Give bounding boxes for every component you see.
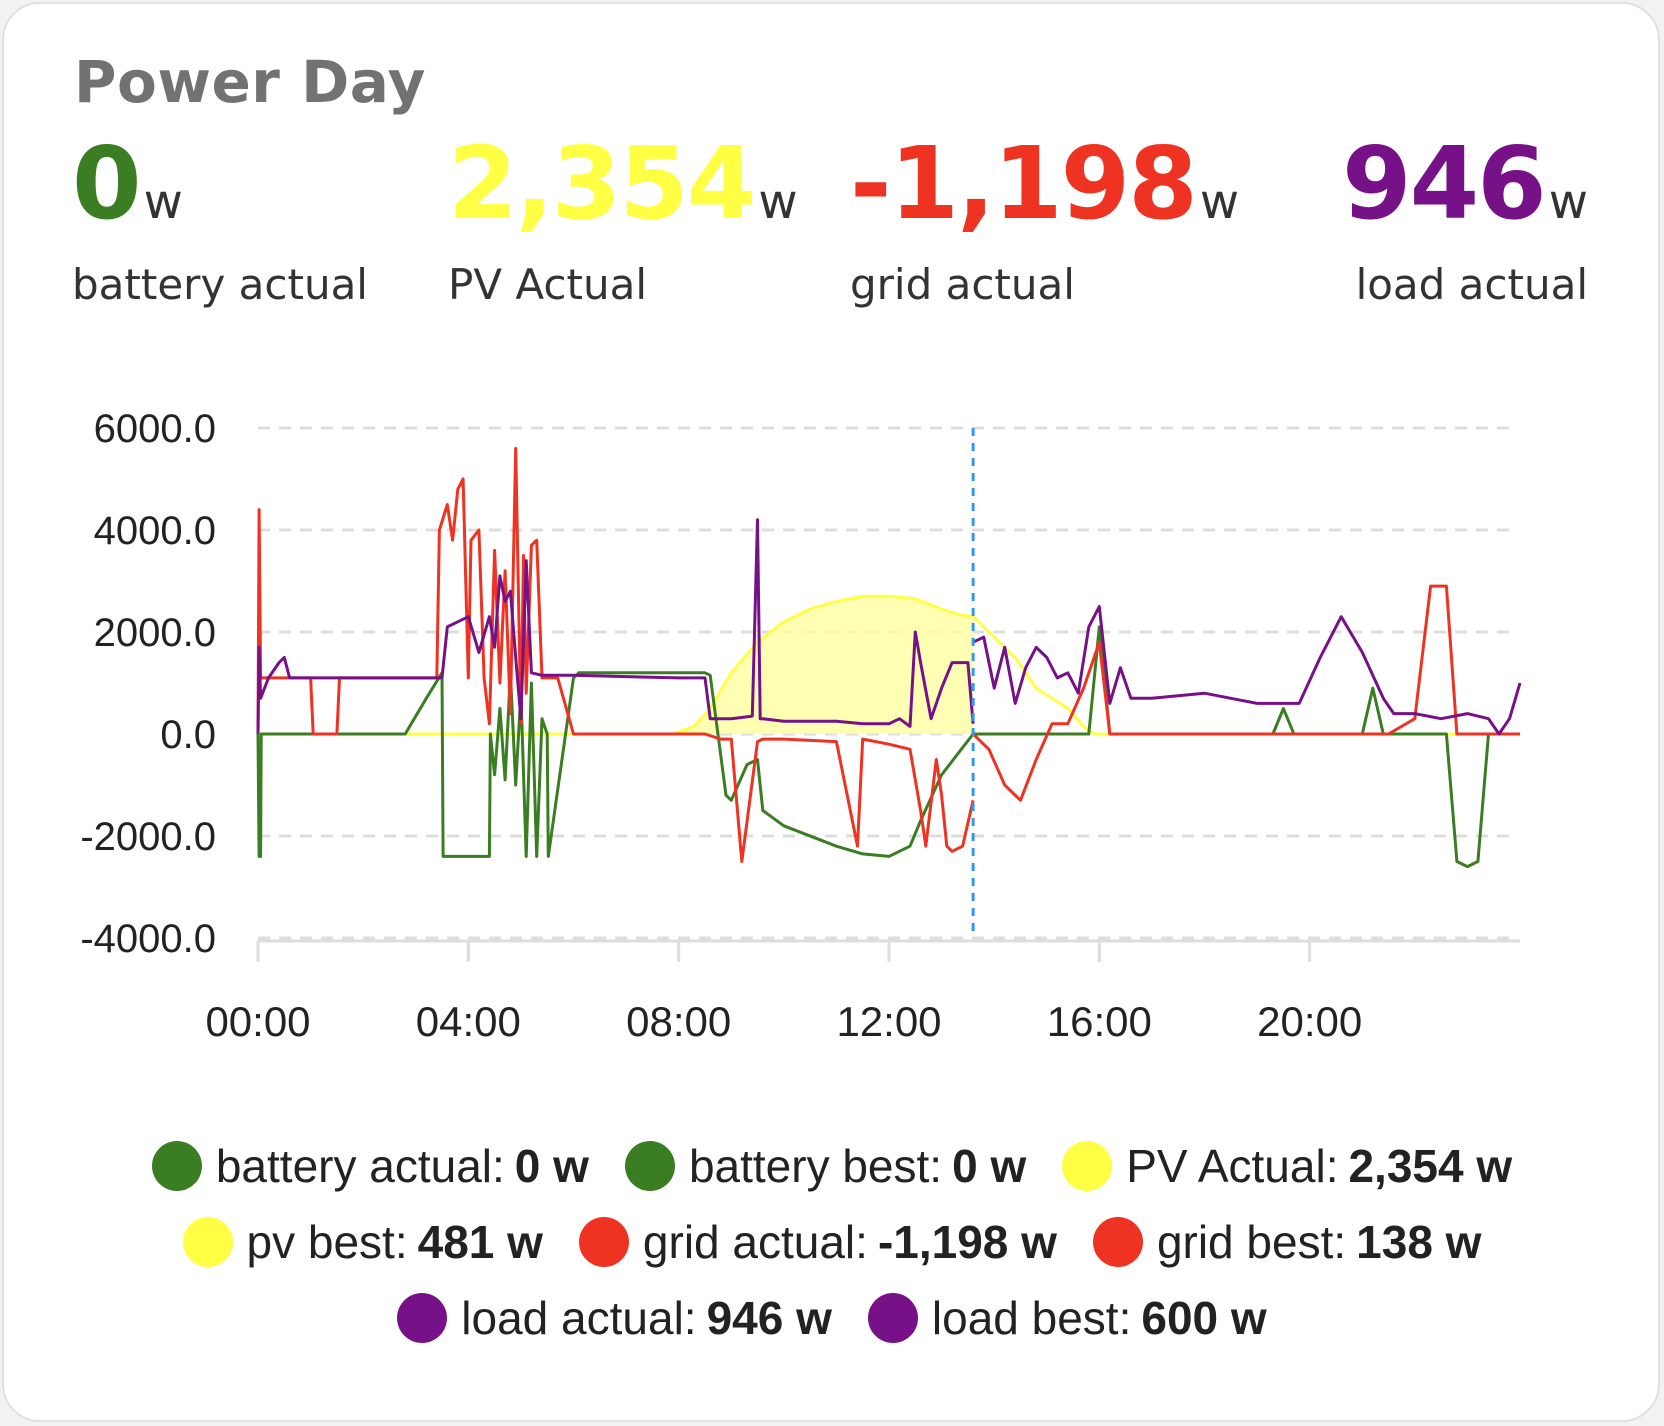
stat-battery-unit: w xyxy=(143,174,183,230)
legend-value: 2,354 w xyxy=(1348,1140,1513,1192)
legend-value: 138 w xyxy=(1356,1216,1482,1268)
stat-battery-value: 0 xyxy=(72,125,142,242)
x-tick-label: 16:00 xyxy=(1047,998,1152,1045)
series-line-load-best xyxy=(972,605,1522,736)
chart-series xyxy=(256,446,1522,869)
stat-grid-unit: w xyxy=(1199,174,1240,230)
y-tick-label: 0.0 xyxy=(160,713,216,757)
legend-label: load best: xyxy=(931,1292,1132,1344)
legend-value: 0 w xyxy=(514,1140,589,1192)
stat-battery-actual[interactable]: 0w battery actual xyxy=(72,134,368,310)
y-tick-label: 2000.0 xyxy=(94,611,216,655)
legend-label: battery best: xyxy=(688,1140,943,1192)
series-line-pv-actual xyxy=(258,594,974,736)
stat-load-value: 946 xyxy=(1341,125,1547,242)
y-tick-label: -4000.0 xyxy=(80,917,216,961)
card-title: Power Day xyxy=(74,48,426,116)
stat-grid-label: grid actual xyxy=(850,260,1075,309)
series-line-battery-actual xyxy=(256,671,975,858)
legend-dot xyxy=(1062,1141,1113,1191)
x-tick-label: 04:00 xyxy=(416,998,521,1045)
series-line-load-actual xyxy=(256,518,975,735)
stat-battery-label: battery actual xyxy=(72,260,368,309)
legend-dot xyxy=(867,1293,918,1343)
legend-dot xyxy=(1092,1217,1143,1267)
stat-grid-value: -1,198 xyxy=(850,125,1198,242)
legend-value: 600 w xyxy=(1141,1292,1267,1344)
stat-pv-unit: w xyxy=(758,174,798,230)
x-tick-label: 08:00 xyxy=(626,998,731,1045)
legend-label: grid best: xyxy=(1156,1216,1347,1268)
legend-battery-best[interactable]: battery best: 0 w xyxy=(624,1139,1027,1193)
series-line-battery-best xyxy=(973,625,1520,869)
legend-label: battery actual: xyxy=(215,1140,505,1192)
legend-value: 0 w xyxy=(952,1140,1027,1192)
legend-pv-actual[interactable]: PV Actual: 2,354 w xyxy=(1062,1139,1512,1193)
chart-y-axis: 6000.0 4000.0 2000.0 0.0 -2000.0 -4000.0 xyxy=(80,407,216,961)
power-chart[interactable]: 6000.0 4000.0 2000.0 0.0 -2000.0 -4000.0 00:0… xyxy=(0,380,1664,1060)
x-tick-label: 12:00 xyxy=(836,998,941,1045)
y-tick-label: -2000.0 xyxy=(80,815,216,859)
x-tick-label: 00:00 xyxy=(205,998,310,1045)
chart-legend: battery actual: 0 w battery best: 0 w PV A… xyxy=(0,1128,1664,1356)
series-line-grid-best xyxy=(972,584,1520,802)
legend-battery-actual[interactable]: battery actual: 0 w xyxy=(151,1139,589,1193)
y-tick-label: 6000.0 xyxy=(94,407,216,451)
legend-label: PV Actual: xyxy=(1126,1140,1339,1192)
legend-value: -1,198 w xyxy=(877,1216,1057,1268)
x-tick-label: 20:00 xyxy=(1257,998,1362,1045)
legend-grid-actual[interactable]: grid actual: -1,198 w xyxy=(578,1215,1057,1269)
legend-dot xyxy=(397,1293,448,1343)
stat-load-actual[interactable]: 946w load actual xyxy=(1342,134,1588,310)
legend-label: pv best: xyxy=(246,1216,408,1268)
legend-pv-best[interactable]: pv best: 481 w xyxy=(182,1215,543,1269)
legend-label: load actual: xyxy=(461,1292,697,1344)
stat-pv-label: PV Actual xyxy=(448,260,647,309)
y-tick-label: 4000.0 xyxy=(94,509,216,553)
stat-pv-actual[interactable]: 2,354w PV Actual xyxy=(448,134,798,310)
stat-grid-actual[interactable]: -1,198w grid actual xyxy=(850,134,1240,310)
legend-dot xyxy=(624,1141,675,1191)
legend-grid-best[interactable]: grid best: 138 w xyxy=(1092,1215,1482,1269)
stat-pv-value: 2,354 xyxy=(448,125,756,242)
legend-load-actual[interactable]: load actual: 946 w xyxy=(397,1291,832,1345)
legend-dot xyxy=(151,1141,202,1191)
chart-x-axis: 00:00 04:00 08:00 12:00 16:00 20:00 xyxy=(205,939,1520,1045)
legend-load-best[interactable]: load best: 600 w xyxy=(867,1291,1267,1345)
legend-label: grid actual: xyxy=(642,1216,868,1268)
legend-value: 946 w xyxy=(706,1292,832,1344)
stat-load-label: load actual xyxy=(1355,260,1588,309)
legend-value: 481 w xyxy=(417,1216,543,1268)
series-area-pv-actual xyxy=(258,596,974,734)
stat-load-unit: w xyxy=(1548,174,1588,230)
legend-dot xyxy=(182,1217,233,1267)
legend-dot xyxy=(578,1217,629,1267)
